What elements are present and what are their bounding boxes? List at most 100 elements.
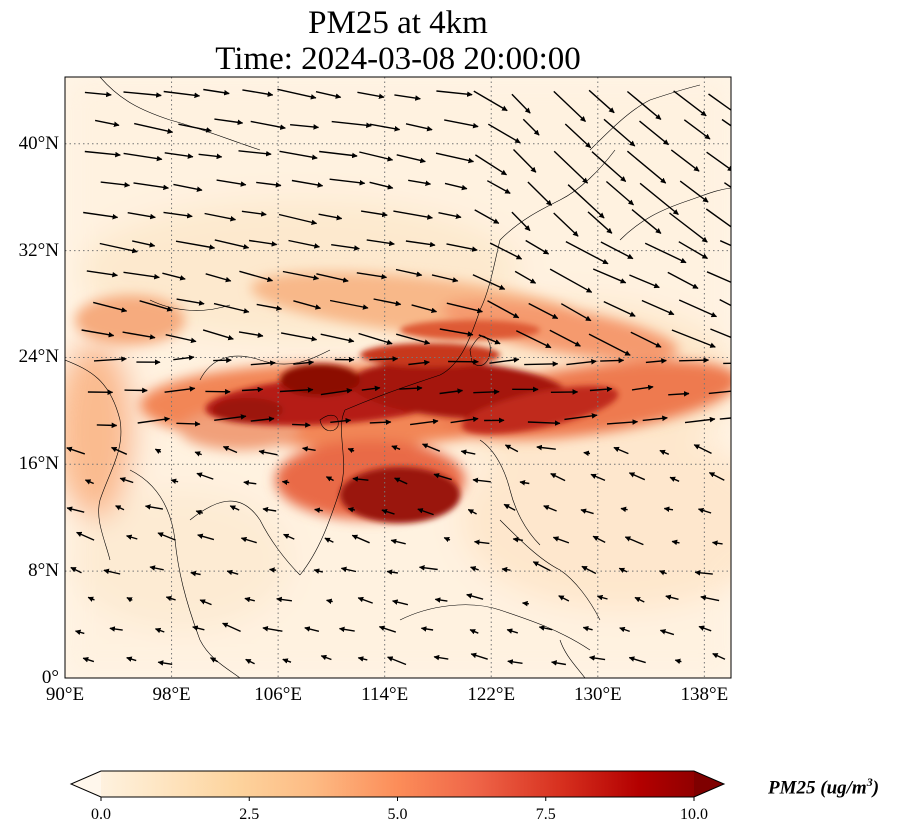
wind-arrow [435, 152, 475, 164]
wind-arrow [320, 333, 355, 344]
wind-arrow [84, 479, 94, 485]
wind-arrow [194, 451, 202, 457]
wind-arrow [399, 385, 423, 391]
wind-arrow [705, 208, 731, 228]
wind-arrow [331, 120, 372, 129]
wind-arrow [66, 506, 85, 513]
wind-arrow [359, 151, 394, 162]
wind-arrow [396, 333, 431, 345]
wind-arrow [663, 506, 674, 513]
wind-arrow [694, 570, 713, 576]
wind-arrow [667, 271, 699, 290]
wind-arrow [436, 90, 473, 97]
wind-arrow [391, 445, 401, 451]
wind-arrow [83, 211, 119, 220]
wind-arrow [283, 533, 295, 540]
wind-arrow [583, 450, 591, 457]
wind-arrow [706, 271, 731, 283]
latitude-tick-label: 0° [41, 667, 59, 688]
wind-arrow [164, 386, 196, 393]
wind-arrow [553, 212, 579, 237]
wind-arrow [66, 446, 86, 455]
wind-arrow [347, 506, 356, 513]
wind-arrow [93, 301, 128, 313]
wind-arrow [262, 506, 277, 513]
wind-arrow [282, 658, 292, 664]
wind-arrow [639, 182, 679, 216]
wind-arrow [292, 422, 311, 428]
wind-arrow [137, 416, 171, 424]
wind-arrow [581, 565, 597, 575]
wind-arrow [324, 537, 334, 543]
colorbar-tick-marks [100, 797, 695, 801]
wind-arrow [591, 151, 627, 183]
wind-arrow [176, 421, 201, 427]
colorbar-label-exponent: 3 [866, 775, 873, 789]
wind-arrow [473, 539, 490, 546]
wind-arrow [536, 444, 556, 451]
wind-arrow [552, 536, 570, 544]
wind-arrow [163, 90, 201, 99]
wind-arrow [127, 212, 156, 220]
wind-arrow [216, 179, 247, 187]
wind-arrow [528, 302, 559, 320]
wind-arrow [318, 213, 343, 221]
wind-arrow [674, 658, 682, 665]
wind-arrow [506, 628, 519, 634]
wind-arrow [421, 443, 441, 452]
wind-arrow [474, 209, 500, 225]
wind-arrow [679, 180, 709, 203]
wind-arrow [719, 240, 731, 247]
wind-arrow [276, 596, 292, 603]
wind-arrow [238, 331, 264, 338]
wind-arrow [84, 91, 112, 98]
wind-arrow [470, 652, 488, 660]
wind-arrow [347, 447, 355, 454]
wind-arrow [269, 567, 277, 573]
wind-arrow [721, 118, 731, 127]
wind-arrow [123, 91, 162, 98]
wind-arrow [164, 152, 194, 159]
wind-arrow [226, 569, 239, 576]
wind-arrow [213, 302, 250, 314]
wind-arrow [478, 334, 501, 345]
wind-arrow [256, 181, 282, 188]
wind-arrow [110, 446, 128, 455]
wind-arrow [119, 477, 134, 484]
wind-arrow [366, 239, 395, 247]
wind-arrow [439, 388, 464, 395]
colorbar-tick-label: 5.0 [387, 806, 408, 823]
wind-arrow [639, 120, 669, 146]
wind-arrow [444, 119, 479, 129]
colorbar-label-close: ) [872, 777, 880, 799]
wind-arrow [460, 449, 476, 455]
wind-arrow [511, 211, 531, 232]
colorbar-extend-high [694, 771, 724, 797]
longitude-tick-label: 98°E [152, 684, 191, 705]
wind-arrow [693, 444, 712, 455]
wind-arrow [550, 472, 566, 482]
wind-arrow [439, 328, 474, 337]
wind-arrow [70, 566, 82, 574]
wind-arrow [325, 476, 334, 482]
wind-arrow [381, 508, 395, 515]
wind-arrow [390, 538, 406, 545]
wind-arrow [203, 88, 230, 96]
wind-arrow [472, 274, 506, 290]
wind-arrow [473, 90, 508, 112]
wind-arrow [197, 533, 215, 541]
wind-arrow [282, 270, 320, 281]
wind-arrow [165, 334, 197, 344]
wind-arrow [525, 239, 550, 255]
wind-arrow [170, 478, 179, 484]
wind-arrow [628, 472, 646, 481]
wind-arrow [395, 268, 423, 277]
wind-arrow [626, 90, 662, 120]
wind-arrow [590, 473, 606, 482]
longitude-tick-label: 90°E [45, 684, 85, 705]
wind-arrow [250, 416, 275, 422]
wind-arrow [196, 472, 214, 480]
wind-arrow [659, 570, 667, 576]
wind-arrow [195, 509, 204, 516]
